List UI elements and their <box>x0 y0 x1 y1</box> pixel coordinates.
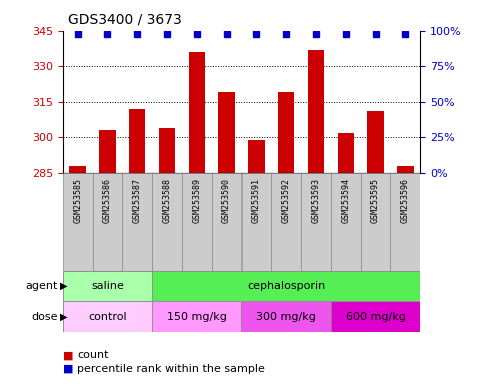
Text: dose: dose <box>31 312 58 322</box>
Bar <box>93 173 122 271</box>
Bar <box>331 301 420 332</box>
Text: GDS3400 / 3673: GDS3400 / 3673 <box>68 13 182 27</box>
Bar <box>159 128 175 173</box>
Bar <box>122 173 152 271</box>
Text: ■: ■ <box>63 364 73 374</box>
Bar <box>189 52 205 173</box>
Bar <box>397 166 413 173</box>
Bar <box>338 132 354 173</box>
Text: GSM253596: GSM253596 <box>401 178 410 223</box>
Bar <box>63 271 152 301</box>
Text: agent: agent <box>26 281 58 291</box>
Text: GSM253587: GSM253587 <box>133 178 142 223</box>
Text: GSM253589: GSM253589 <box>192 178 201 223</box>
Text: cephalosporin: cephalosporin <box>247 281 326 291</box>
Bar <box>152 271 420 301</box>
Bar <box>152 301 242 332</box>
Bar <box>218 92 235 173</box>
Bar <box>248 140 265 173</box>
Bar <box>242 301 331 332</box>
Text: GSM253590: GSM253590 <box>222 178 231 223</box>
Text: 600 mg/kg: 600 mg/kg <box>346 312 405 322</box>
Bar <box>63 301 152 332</box>
Text: percentile rank within the sample: percentile rank within the sample <box>77 364 265 374</box>
Bar <box>99 130 115 173</box>
Text: GSM253595: GSM253595 <box>371 178 380 223</box>
Bar <box>242 173 271 271</box>
Bar <box>301 173 331 271</box>
Bar <box>129 109 145 173</box>
Text: ▶: ▶ <box>60 281 68 291</box>
Bar <box>63 173 93 271</box>
Text: GSM253593: GSM253593 <box>312 178 320 223</box>
Bar <box>152 173 182 271</box>
Text: GSM253592: GSM253592 <box>282 178 291 223</box>
Text: GSM253594: GSM253594 <box>341 178 350 223</box>
Text: GSM253591: GSM253591 <box>252 178 261 223</box>
Bar <box>271 173 301 271</box>
Bar <box>278 92 294 173</box>
Text: GSM253586: GSM253586 <box>103 178 112 223</box>
Text: control: control <box>88 312 127 322</box>
Bar <box>70 166 86 173</box>
Text: ■: ■ <box>63 350 73 360</box>
Bar <box>368 111 384 173</box>
Text: saline: saline <box>91 281 124 291</box>
Bar <box>331 173 361 271</box>
Text: count: count <box>77 350 109 360</box>
Bar <box>308 50 324 173</box>
Text: 300 mg/kg: 300 mg/kg <box>256 312 316 322</box>
Text: ▶: ▶ <box>60 312 68 322</box>
Text: GSM253588: GSM253588 <box>163 178 171 223</box>
Bar <box>182 173 212 271</box>
Bar <box>390 173 420 271</box>
Text: GSM253585: GSM253585 <box>73 178 82 223</box>
Bar <box>212 173 242 271</box>
Text: 150 mg/kg: 150 mg/kg <box>167 312 227 322</box>
Bar <box>361 173 390 271</box>
